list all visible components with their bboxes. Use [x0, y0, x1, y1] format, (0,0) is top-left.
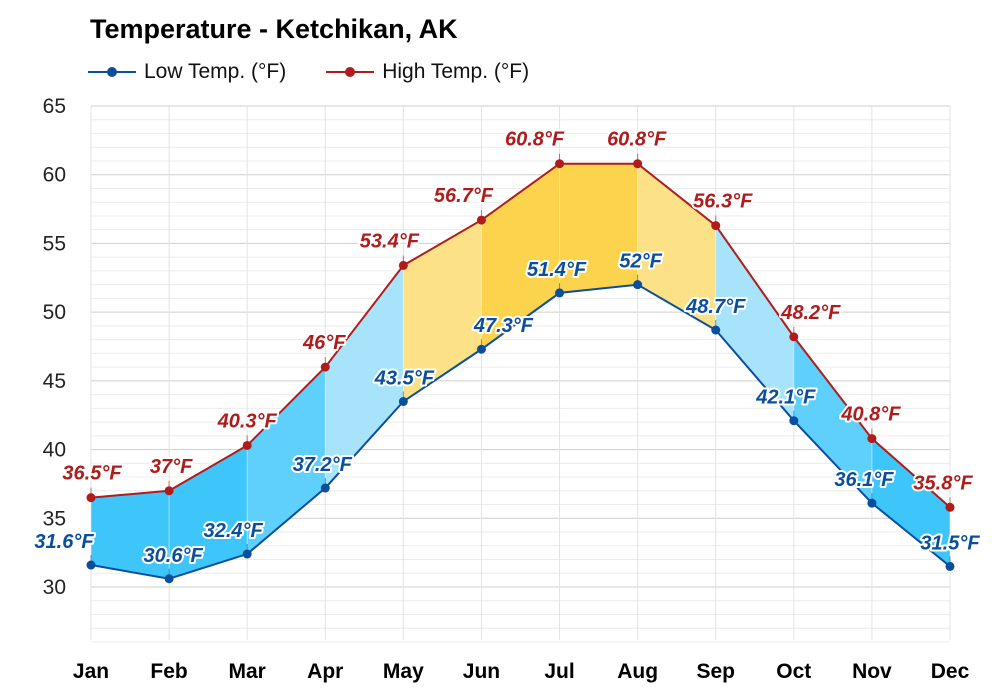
range-band-jan	[91, 490, 170, 579]
low-temp-point[interactable]	[242, 549, 252, 559]
legend-high-label: High Temp. (°F)	[382, 60, 530, 83]
range-band-feb	[169, 445, 248, 579]
low-temp-point[interactable]	[164, 574, 174, 584]
x-tick-label: Mar	[229, 660, 266, 683]
high-temp-label: 56.3°F	[693, 191, 753, 213]
legend-low-label: Low Temp. (°F)	[144, 60, 287, 83]
low-temp-point[interactable]	[789, 416, 799, 426]
high-temp-point[interactable]	[86, 493, 96, 503]
high-temp-label: 46°F	[302, 332, 346, 354]
range-band-jun	[481, 163, 560, 350]
high-temp-point[interactable]	[320, 362, 330, 372]
high-temp-label: 37°F	[150, 456, 193, 478]
range-band-mar	[247, 367, 326, 555]
x-tick-label: Nov	[852, 660, 892, 683]
high-temp-point[interactable]	[398, 260, 408, 270]
y-tick-label: 45	[43, 370, 66, 393]
y-tick-label: 50	[43, 301, 66, 324]
range-band-apr	[325, 265, 404, 489]
low-temp-point[interactable]	[633, 280, 643, 290]
range-band-may	[403, 220, 482, 402]
legend-high-marker-icon	[326, 65, 375, 79]
high-temp-point[interactable]	[242, 440, 252, 450]
y-tick-label: 60	[43, 164, 66, 187]
high-temp-label: 40.3°F	[217, 410, 278, 432]
high-temp-label: 53.4°F	[360, 230, 420, 252]
x-tick-label: Jan	[73, 660, 109, 683]
x-tick-label: Apr	[307, 660, 343, 683]
low-temp-point[interactable]	[86, 560, 96, 570]
x-tick-label: Oct	[776, 660, 811, 683]
low-temp-label: 32.4°F	[204, 520, 264, 542]
low-temp-point[interactable]	[398, 396, 408, 406]
low-temp-point[interactable]	[945, 561, 955, 571]
low-temp-label: 37.2°F	[293, 454, 353, 476]
high-temp-label: 60.8°F	[607, 129, 667, 151]
high-temp-label: 35.8°F	[913, 472, 973, 494]
low-temp-label: 36.1°F	[834, 469, 894, 491]
low-temp-line	[90, 283, 951, 580]
low-temp-label: 51.4°F	[527, 259, 587, 281]
low-temp-point[interactable]	[476, 344, 486, 354]
low-temp-label: 42.1°F	[755, 387, 816, 409]
y-tick-label: 30	[43, 576, 66, 599]
y-tick-label: 65	[43, 95, 66, 118]
low-temp-point[interactable]	[711, 325, 721, 335]
low-temp-point[interactable]	[555, 288, 565, 298]
y-tick-label: 40	[43, 439, 66, 462]
high-temp-label: 56.7°F	[434, 185, 494, 207]
low-temp-point[interactable]	[867, 498, 877, 508]
range-band-sep	[715, 225, 794, 421]
range-band-oct	[793, 336, 872, 504]
low-temp-label: 47.3°F	[473, 315, 534, 337]
high-temp-point[interactable]	[945, 502, 955, 512]
range-band-nov	[871, 438, 950, 567]
legend-item-high[interactable]: High Temp. (°F)	[326, 60, 529, 84]
low-temp-label: 30.6°F	[144, 545, 204, 567]
x-tick-label: May	[383, 660, 424, 683]
x-tick-label: Sep	[696, 660, 735, 683]
low-temp-label: 43.5°F	[374, 367, 435, 389]
high-temp-label: 40.8°F	[840, 404, 901, 426]
high-temp-label: 36.5°F	[62, 463, 122, 485]
range-band-aug	[637, 163, 716, 331]
y-tick-label: 55	[43, 232, 66, 255]
high-temp-point[interactable]	[711, 221, 721, 231]
high-temp-point[interactable]	[476, 215, 486, 225]
low-temp-label: 52°F	[619, 251, 662, 273]
x-tick-label: Jun	[463, 660, 500, 683]
high-temp-point[interactable]	[164, 486, 174, 496]
x-tick-label: Feb	[150, 660, 187, 683]
high-temp-point[interactable]	[555, 159, 565, 169]
high-temp-point[interactable]	[633, 159, 643, 169]
high-temp-line	[90, 162, 951, 509]
high-temp-label: 48.2°F	[780, 302, 841, 324]
high-temp-point[interactable]	[867, 434, 877, 444]
low-temp-point[interactable]	[320, 483, 330, 493]
range-band-jul	[559, 163, 638, 293]
low-temp-label: 31.5°F	[920, 532, 980, 554]
low-temp-label: 31.6°F	[34, 531, 94, 553]
low-temp-label: 48.7°F	[685, 296, 746, 318]
legend: Low Temp. (°F) High Temp. (°F)	[88, 60, 529, 84]
legend-item-low[interactable]: Low Temp. (°F)	[88, 60, 286, 84]
x-tick-label: Jul	[544, 660, 574, 683]
x-tick-label: Aug	[617, 660, 658, 683]
x-tick-label: Dec	[931, 660, 970, 683]
y-tick-label: 35	[43, 507, 66, 530]
high-temp-label: 60.8°F	[505, 129, 565, 151]
legend-low-marker-icon	[88, 65, 136, 79]
high-temp-point[interactable]	[789, 332, 799, 342]
chart-title: Temperature - Ketchikan, AK	[90, 14, 458, 44]
